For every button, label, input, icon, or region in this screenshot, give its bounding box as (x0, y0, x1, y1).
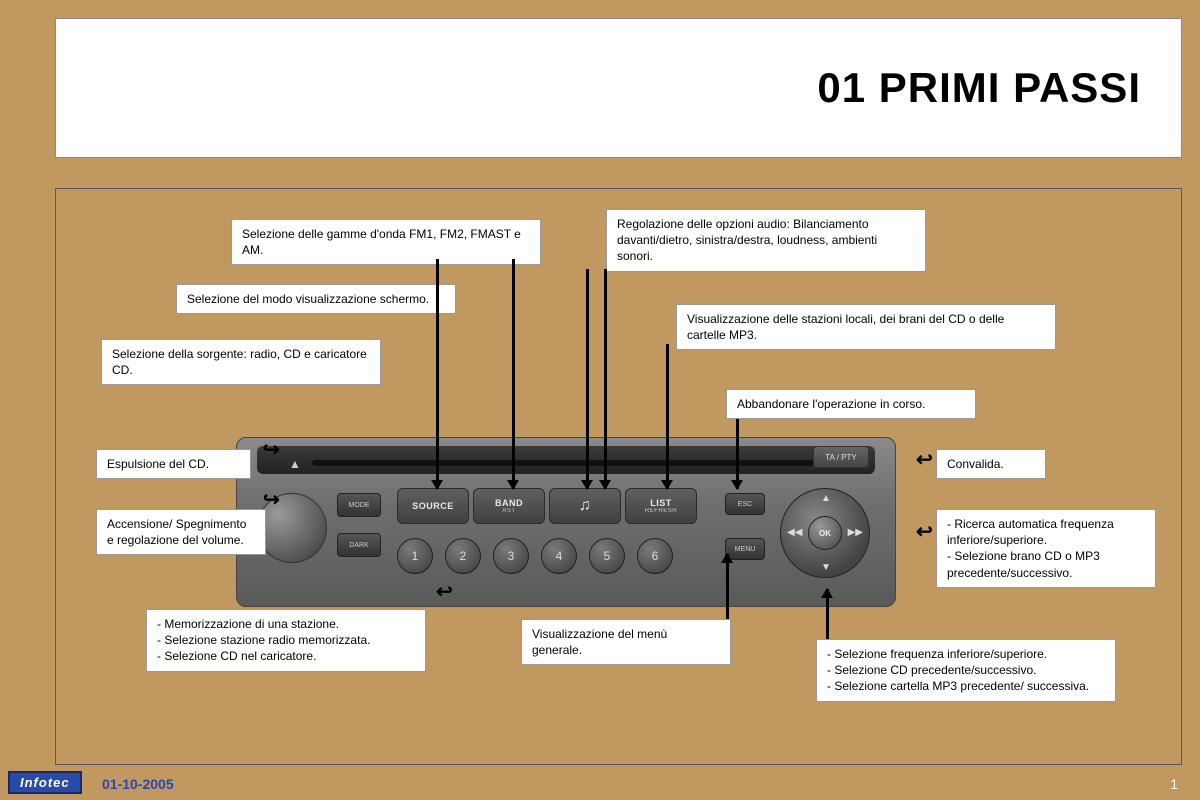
callout-source: Selezione della sorgente: radio, CD e ca… (101, 339, 381, 385)
callout-presets-3: Selezione CD nel caricatore. (157, 648, 415, 664)
nav-left-icon: ◀◀ (787, 527, 802, 538)
arrow-preset-indicator: ↩ (436, 579, 453, 604)
callout-ok: Convalida. (936, 449, 1046, 479)
arrow-knob-indicator: ↪ (263, 487, 280, 512)
callout-dark: Selezione del modo visualizzazione scher… (176, 284, 456, 314)
arrow-esc (736, 419, 739, 489)
nav-pad[interactable]: OK ▲ ▼ ◀◀ ▶▶ (780, 488, 870, 578)
music-icon: ♫ (579, 497, 592, 515)
preset-row: 1 2 3 4 5 6 (397, 538, 673, 574)
callout-esc: Abbandonare l'operazione in corso. (726, 389, 976, 419)
list-button[interactable]: LISTREFRESH (625, 488, 697, 524)
radio-unit: ▲ TA / PTY MODE DARK SOURCE BANDAST ♫ LI… (236, 437, 896, 607)
band-button[interactable]: BANDAST (473, 488, 545, 524)
music-button[interactable]: ♫ (549, 488, 621, 524)
page-title: 01 PRIMI PASSI (817, 64, 1141, 112)
header-bar: 01 PRIMI PASSI (55, 18, 1182, 158)
nav-down-icon: ▼ (821, 562, 831, 573)
band-label: BAND (495, 498, 523, 508)
preset-4[interactable]: 4 (541, 538, 577, 574)
center-buttons: SOURCE BANDAST ♫ LISTREFRESH (397, 488, 697, 524)
eject-icon[interactable]: ▲ (285, 456, 305, 472)
callout-presets: Memorizzazione di una stazione. Selezion… (146, 609, 426, 672)
callout-seek-2: Selezione brano CD o MP3 precedente/succ… (947, 548, 1145, 580)
arrow-music-2 (604, 269, 607, 489)
main-frame: ▲ TA / PTY MODE DARK SOURCE BANDAST ♫ LI… (55, 188, 1182, 765)
preset-1[interactable]: 1 (397, 538, 433, 574)
callout-audio-options: Regolazione delle opzioni audio: Bilanci… (606, 209, 926, 272)
callout-updown-1: Selezione frequenza inferiore/superiore. (827, 646, 1105, 662)
arrow-nav-updown (826, 589, 829, 639)
arrow-band (512, 259, 515, 489)
callout-band: Selezione delle gamme d'onda FM1, FM2, F… (231, 219, 541, 265)
ta-pty-button[interactable]: TA / PTY (813, 446, 869, 468)
preset-2[interactable]: 2 (445, 538, 481, 574)
arrow-eject-indicator: ↪ (263, 437, 280, 462)
callout-power: Accensione/ Spegnimento e regolazione de… (96, 509, 266, 555)
band-sublabel: AST (502, 508, 515, 514)
arrow-source (436, 259, 439, 489)
callout-eject: Espulsione del CD. (96, 449, 251, 479)
cd-slot (312, 460, 820, 466)
page-number: 1 (1170, 776, 1178, 792)
esc-button[interactable]: ESC (725, 493, 765, 515)
list-label: LIST (650, 498, 672, 508)
mode-button[interactable]: MODE (337, 493, 381, 517)
callout-presets-1: Memorizzazione di una stazione. (157, 616, 415, 632)
callout-seek-1: Ricerca automatica frequenza inferiore/s… (947, 516, 1145, 548)
footer-date: 01-10-2005 (102, 776, 174, 792)
callout-menu: Visualizzazione del menù generale. (521, 619, 731, 665)
radio-top-strip: ▲ (257, 446, 875, 474)
callout-updown-3: Selezione cartella MP3 precedente/ succe… (827, 678, 1105, 694)
callout-list: Visualizzazione delle stazioni locali, d… (676, 304, 1056, 350)
arrow-menu (726, 554, 729, 619)
nav-right-icon: ▶▶ (848, 527, 863, 538)
callout-presets-2: Selezione stazione radio memorizzata. (157, 632, 415, 648)
nav-up-icon: ▲ (821, 493, 831, 504)
callout-updown: Selezione frequenza inferiore/superiore.… (816, 639, 1116, 702)
source-button[interactable]: SOURCE (397, 488, 469, 524)
preset-5[interactable]: 5 (589, 538, 625, 574)
preset-6[interactable]: 6 (637, 538, 673, 574)
preset-3[interactable]: 3 (493, 538, 529, 574)
arrow-music-1 (586, 269, 589, 489)
callout-updown-2: Selezione CD precedente/successivo. (827, 662, 1105, 678)
footer-logo: Infotec (8, 771, 82, 794)
dark-button[interactable]: DARK (337, 533, 381, 557)
arrow-seek-indicator: ↩ (916, 519, 933, 544)
arrow-list (666, 344, 669, 489)
callout-seek: Ricerca automatica frequenza inferiore/s… (936, 509, 1156, 588)
arrow-ok-indicator: ↩ (916, 447, 933, 472)
source-label: SOURCE (412, 501, 454, 511)
ok-button[interactable]: OK (808, 516, 842, 550)
list-sublabel: REFRESH (645, 508, 677, 514)
